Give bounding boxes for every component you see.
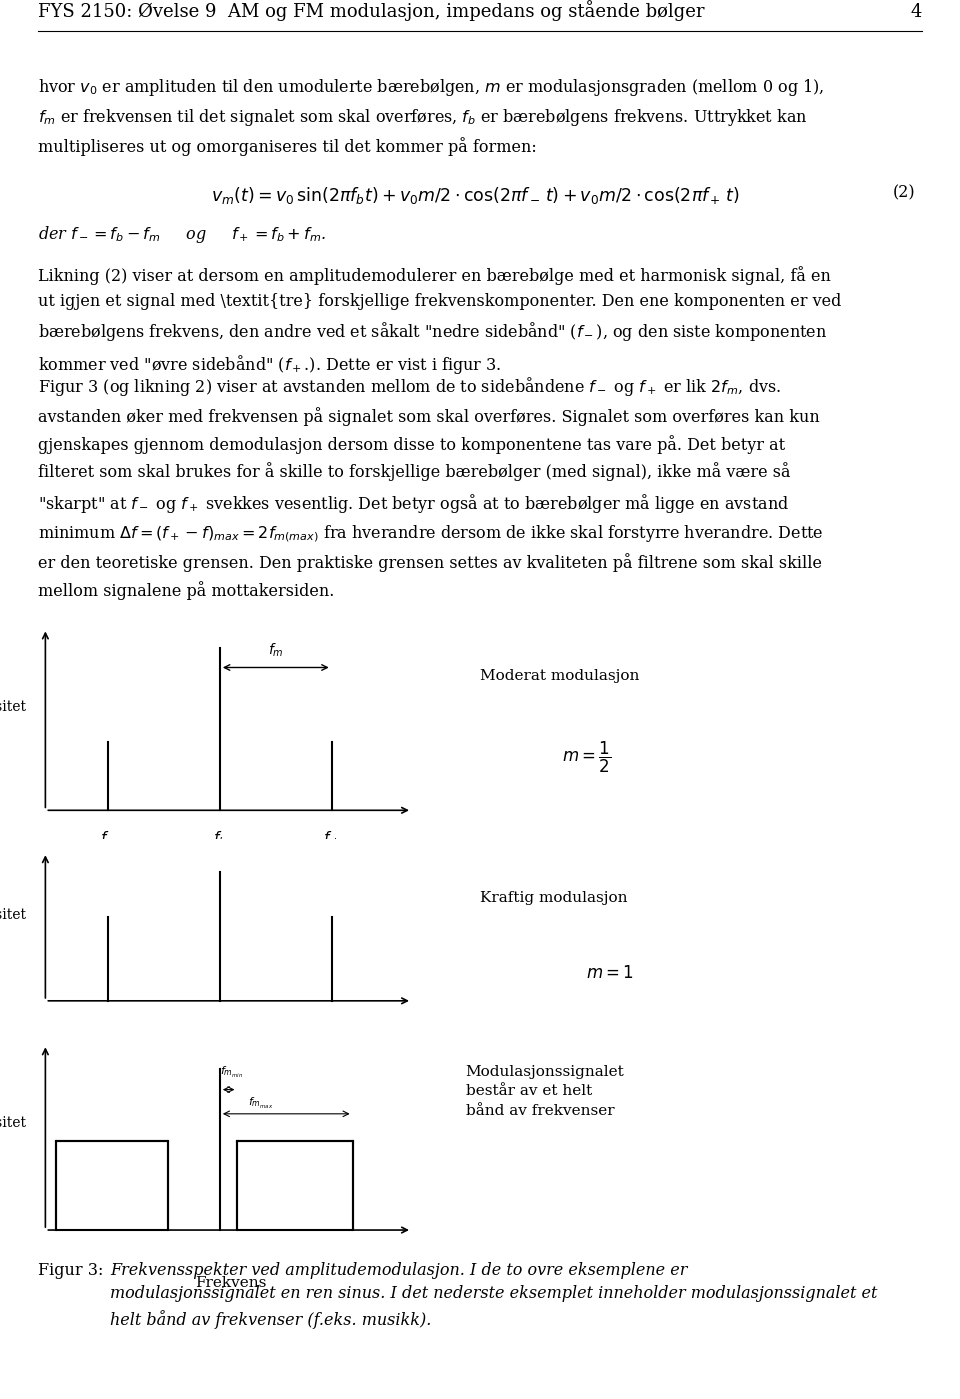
Text: $m = 1$: $m = 1$ [586, 965, 634, 982]
Text: $f_+$: $f_+$ [323, 830, 340, 848]
Text: $f_{m_{max}}$: $f_{m_{max}}$ [248, 1095, 274, 1111]
Text: der $f_- = f_b - f_m$ $\quad$ og $\quad$ $f_+ = f_b + f_m$.: der $f_- = f_b - f_m$ $\quad$ og $\quad$… [38, 224, 326, 245]
Text: FYS 2150: Øvelse 9  AM og FM modulasjon, impedans og stående bølger: FYS 2150: Øvelse 9 AM og FM modulasjon, … [38, 0, 705, 21]
Text: $m = \dfrac{1}{2}$: $m = \dfrac{1}{2}$ [562, 740, 611, 775]
Text: Frekvens: Frekvens [195, 1276, 266, 1290]
Text: Frekvensspekter ved amplitudemodulasjon. I de to ovre eksemplene er
modulasjonss: Frekvensspekter ved amplitudemodulasjon.… [110, 1262, 877, 1329]
Text: hvor $v_0$ er amplituden til den umodulerte bærebølgen, $m$ er modulasjonsgraden: hvor $v_0$ er amplituden til den umodule… [38, 77, 825, 155]
Text: Likning (2) viser at dersom en amplitudemodulerer en bærebølge med et harmonisk : Likning (2) viser at dersom en amplitude… [38, 266, 842, 376]
Text: Intensitet: Intensitet [0, 908, 26, 922]
Text: Modulasjonssignalet
består av et helt
bånd av frekvenser: Modulasjonssignalet består av et helt bå… [466, 1065, 624, 1118]
Text: $v_m(t) = v_0\,\sin(2\pi f_b t) + v_0 m/2 \cdot \cos(2\pi f_- \, t) + v_0 m/2 \c: $v_m(t) = v_0\,\sin(2\pi f_b t) + v_0 m/… [211, 185, 740, 206]
Text: Figur 3 (og likning 2) viser at avstanden mellom de to sidebåndene $f_-$ og $f_+: Figur 3 (og likning 2) viser at avstande… [38, 375, 824, 600]
Text: Intensitet: Intensitet [0, 1115, 26, 1130]
Text: $f_m$: $f_m$ [268, 642, 283, 659]
Text: $f_-$: $f_-$ [100, 830, 117, 844]
Text: $f_b$: $f_b$ [213, 830, 227, 848]
Text: Intensitet: Intensitet [0, 700, 26, 713]
Text: Moderat modulasjon: Moderat modulasjon [480, 669, 639, 684]
Text: Kraftig modulasjon: Kraftig modulasjon [480, 891, 628, 905]
Text: $f_{m_{min}}$: $f_{m_{min}}$ [220, 1065, 243, 1080]
Text: (2): (2) [893, 185, 916, 201]
Text: Figur 3:: Figur 3: [38, 1262, 104, 1279]
Text: 4: 4 [910, 3, 922, 21]
